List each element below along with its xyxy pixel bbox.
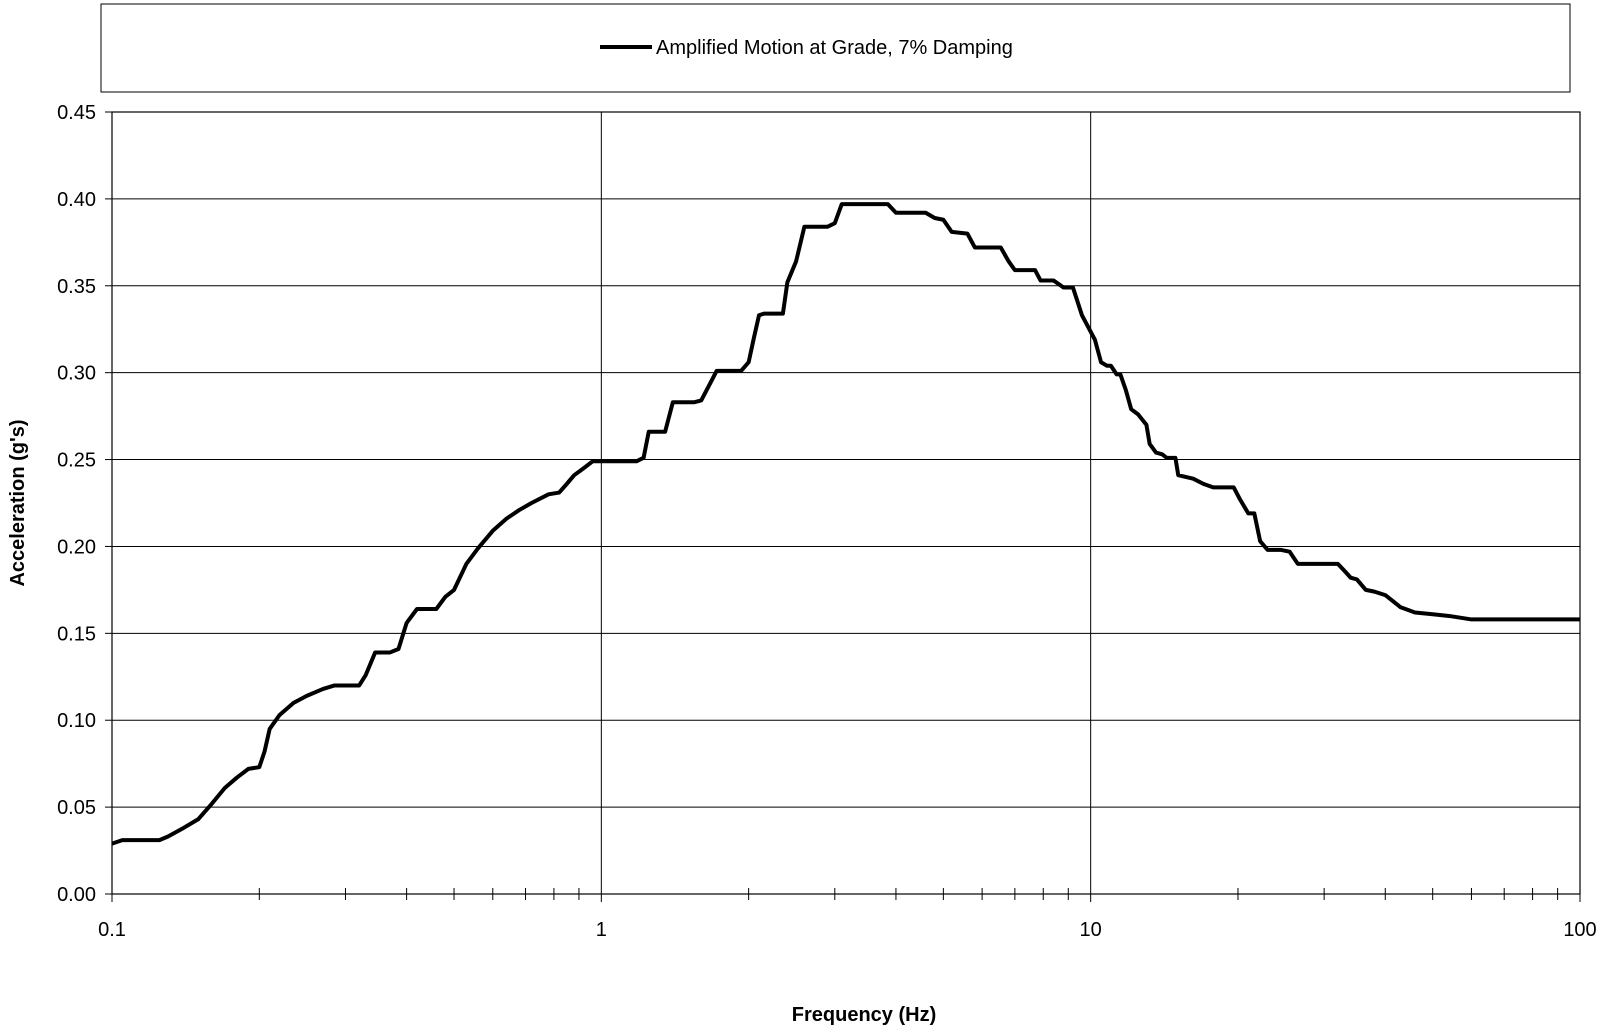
y-tick-label: 0.35	[57, 276, 96, 298]
y-tick-label: 0.20	[57, 536, 96, 558]
series-line-amplified-motion	[111, 202, 1580, 846]
x-tick-label: 0.1	[98, 919, 126, 941]
x-tick-label: 1	[596, 919, 607, 941]
y-tick-label: 0.25	[57, 450, 96, 472]
x-axis-title: Frequency (Hz)	[792, 1004, 936, 1026]
y-tick-label: 0.00	[57, 884, 96, 906]
x-tick-label: 100	[1563, 919, 1596, 941]
plot-area	[112, 112, 1580, 894]
y-tick-label: 0.45	[57, 102, 96, 124]
plot-frame	[111, 111, 1581, 895]
y-tick-label: 0.05	[57, 797, 96, 819]
legend-box	[100, 3, 1571, 93]
x-tick-label: 10	[1080, 919, 1102, 941]
x-axis-ticks: 0.1 1 10 100	[98, 894, 1597, 941]
y-tick-label: 0.40	[57, 189, 96, 211]
y-tick-label: 0.30	[57, 363, 96, 385]
legend-entry-label: Amplified Motion at Grade, 7% Damping	[656, 37, 1013, 59]
y-tick-label: 0.10	[57, 710, 96, 732]
y-axis-title: Acceleration (g's)	[7, 419, 29, 586]
y-tick-label: 0.15	[57, 623, 96, 645]
y-axis-ticks: 0.00 0.05 0.10 0.15 0.20 0.25 0.30 0.35 0.40 0.45	[57, 102, 112, 906]
